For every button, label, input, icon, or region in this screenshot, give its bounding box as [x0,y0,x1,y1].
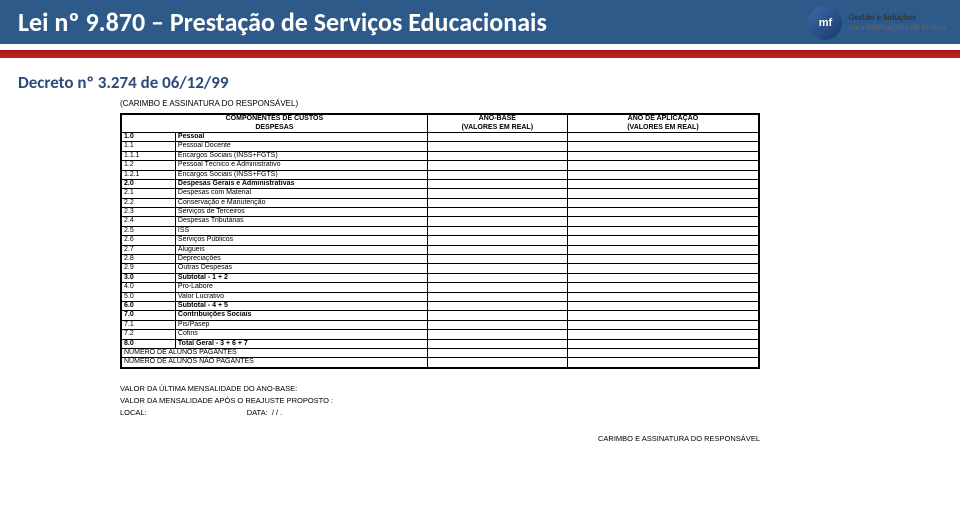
red-divider [0,50,960,58]
table-row: 2.0Despesas Gerais e Administrativas [122,179,759,188]
table-row: 3.0Subtotal - 1 + 2 [122,273,759,282]
table-row: 1.1Pessoal Docente [122,142,759,151]
brand-block: mf Gestão e Soluçõespara Instituições de… [808,6,946,40]
document-snapshot: (CARIMBO E ASSINATURA DO RESPONSÁVEL) CO… [120,99,760,445]
table-row: 1.0Pessoal [122,132,759,141]
table-row: NÚMERO DE ALUNOS PAGANTES [122,348,759,357]
table-row: 2.2Conservação e Manutenção [122,198,759,207]
table-row: 2.1Despesas com Material [122,189,759,198]
cost-table-wrapper: COMPONENTES DE CUSTOSDESPESAS ANO-BASE(V… [120,113,760,369]
table-row: 7.2Cofins [122,330,759,339]
table-head: COMPONENTES DE CUSTOSDESPESAS ANO-BASE(V… [122,115,759,133]
table-row: 1.1.1Encargos Sociais (INSS+FGTS) [122,151,759,160]
table-row: 8.0Total Geral - 3 + 6 + 7 [122,339,759,348]
table-row: 7.1Pis/Pasep [122,320,759,329]
carimbo-top: (CARIMBO E ASSINATURA DO RESPONSÁVEL) [120,99,760,108]
cost-table: COMPONENTES DE CUSTOSDESPESAS ANO-BASE(V… [121,114,759,368]
foot-signature: CARIMBO E ASSINATURA DO RESPONSÁVEL [120,433,760,445]
table-row: 2.7Alugueis [122,245,759,254]
col-aplicacao: ANO DE APLICAÇÃO(VALORES EM REAL) [567,115,758,133]
col-componentes: COMPONENTES DE CUSTOSDESPESAS [122,115,428,133]
col-anobase: ANO-BASE(VALORES EM REAL) [427,115,567,133]
table-row: 2.5ISS [122,226,759,235]
slide-title: Lei nº 9.870 – Prestação de Serviços Edu… [18,6,942,38]
table-row: 7.0Contribuições Sociais [122,311,759,320]
table-body: 1.0Pessoal1.1Pessoal Docente1.1.1Encargo… [122,132,759,367]
foot-line1: VALOR DA ÚLTIMA MENSALIDADE DO ANO-BASE: [120,383,760,395]
brand-logo-icon: mf [808,6,842,40]
table-row: 5.0Valor Lucrativo [122,292,759,301]
table-row: 6.0Subtotal - 4 + 5 [122,302,759,311]
footer-block: VALOR DA ÚLTIMA MENSALIDADE DO ANO-BASE:… [120,383,760,445]
table-row: 4.0Pro-Labore [122,283,759,292]
table-row: 2.3Serviços de Terceiros [122,208,759,217]
table-row: NÚMERO DE ALUNOS NÃO PAGANTES [122,358,759,367]
brand-text: Gestão e Soluçõespara Instituições de En… [848,13,946,34]
table-row: 2.4Despesas Tributárias [122,217,759,226]
table-row: 2.8Depreciações [122,255,759,264]
foot-local-data: LOCAL: DATA: / / . [120,407,760,419]
table-row: 2.6Serviços Públicos [122,236,759,245]
table-row: 1.2Pessoal Técnico e Administrativo [122,161,759,170]
subtitle: Decreto nº 3.274 de 06/12/99 [18,72,960,93]
table-row: 1.2.1Encargos Sociais (INSS+FGTS) [122,170,759,179]
table-row: 2.9Outras Despesas [122,264,759,273]
foot-line2: VALOR DA MENSALIDADE APÓS O REAJUSTE PRO… [120,395,760,407]
